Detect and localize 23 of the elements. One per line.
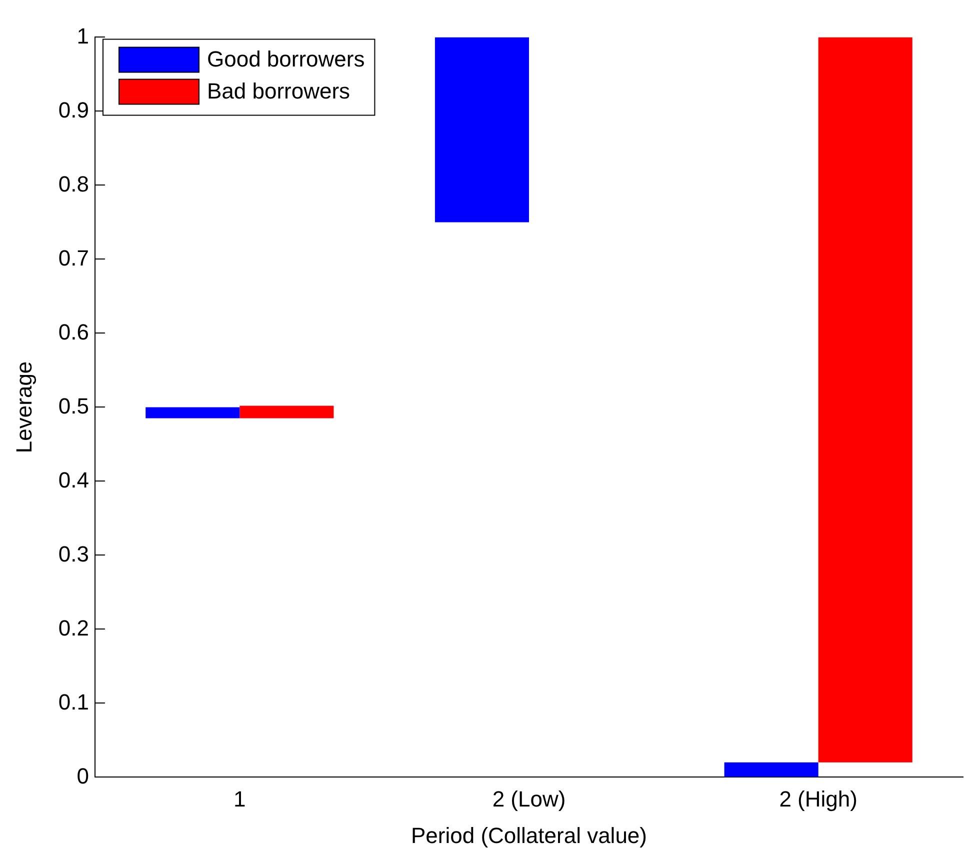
y-tick-label: 0.7 — [58, 245, 89, 270]
x-axis-title: Period (Collateral value) — [410, 822, 647, 848]
x-tick-label: 2 (Low) — [492, 786, 566, 812]
x-tick-label: 1 — [234, 786, 246, 812]
x-tick-label: 2 (High) — [779, 786, 858, 812]
bar — [724, 762, 818, 777]
bar — [818, 37, 912, 762]
y-tick-label: 0.5 — [58, 393, 89, 418]
y-tick-label: 0.8 — [58, 171, 89, 196]
y-tick-label: 0.3 — [58, 541, 89, 566]
bar — [434, 37, 529, 222]
y-tick-label: 0 — [76, 763, 89, 788]
y-axis-title: Leverage — [11, 361, 36, 454]
y-tick-label: 0.6 — [58, 319, 89, 344]
y-tick-label: 1 — [76, 23, 89, 48]
y-tick-label: 0.4 — [58, 467, 89, 492]
legend-label: Good borrowers — [206, 46, 365, 72]
legend-label: Bad borrowers — [206, 78, 350, 104]
bar — [146, 407, 240, 418]
bar — [240, 406, 334, 418]
y-tick-label: 0.9 — [58, 97, 89, 122]
y-tick-label: 0.1 — [58, 689, 89, 714]
y-tick-label: 0.2 — [58, 615, 89, 640]
